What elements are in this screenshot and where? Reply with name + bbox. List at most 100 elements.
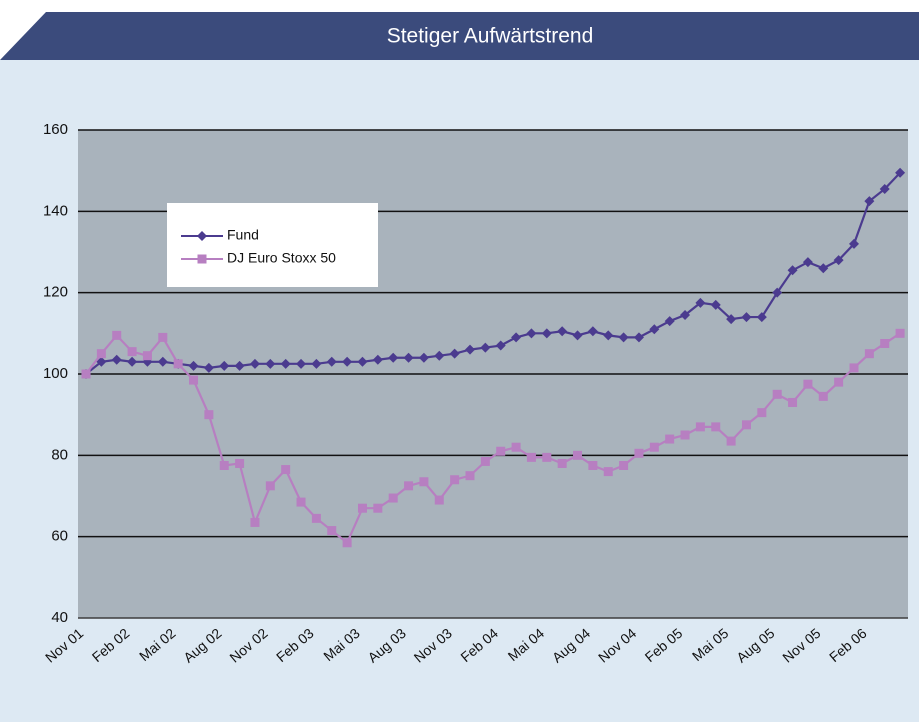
data-point — [511, 332, 522, 343]
data-point — [619, 461, 629, 470]
data-point — [895, 167, 906, 178]
data-point — [219, 360, 230, 371]
data-point — [234, 360, 245, 371]
data-point — [649, 442, 659, 452]
data-point — [895, 328, 905, 338]
data-point — [357, 503, 367, 513]
legend-box — [167, 203, 378, 287]
data-point — [480, 342, 491, 353]
data-point — [833, 255, 844, 266]
data-point — [557, 458, 567, 468]
data-point — [880, 339, 890, 348]
data-point — [326, 356, 337, 367]
data-point — [280, 358, 291, 369]
data-point — [495, 340, 506, 351]
y-tick-label: 160 — [43, 121, 68, 138]
data-point — [465, 344, 475, 355]
data-point — [265, 481, 275, 491]
data-point — [680, 430, 690, 440]
data-point — [450, 475, 460, 485]
data-point — [419, 477, 429, 487]
data-point — [864, 196, 875, 207]
data-point — [834, 377, 844, 387]
data-point — [756, 312, 767, 323]
data-point — [342, 538, 352, 548]
data-point — [710, 299, 721, 310]
data-point — [634, 448, 644, 458]
data-point — [726, 314, 737, 325]
y-tick-label: 40 — [51, 609, 68, 626]
data-point — [465, 471, 475, 481]
data-point — [157, 356, 168, 367]
data-point — [249, 358, 260, 369]
y-tick-label: 60 — [51, 528, 68, 545]
data-point — [573, 450, 583, 460]
data-point — [403, 352, 414, 363]
data-point — [127, 356, 138, 367]
data-point — [664, 316, 675, 327]
data-point — [587, 326, 598, 337]
data-point — [788, 397, 798, 407]
data-point — [112, 330, 122, 340]
data-point — [849, 238, 859, 249]
data-point — [741, 312, 752, 323]
data-point — [802, 257, 813, 268]
data-point — [526, 452, 536, 462]
data-point — [357, 356, 368, 367]
data-point — [603, 467, 613, 477]
data-point — [665, 434, 675, 444]
legend-marker — [197, 254, 207, 264]
data-point — [311, 358, 322, 369]
data-point — [189, 375, 199, 385]
data-point — [649, 324, 660, 335]
data-point — [603, 330, 614, 341]
data-point — [572, 330, 583, 341]
data-point — [511, 442, 521, 452]
legend-marker — [197, 231, 207, 241]
data-point — [311, 513, 321, 523]
data-point — [142, 351, 152, 361]
data-point — [281, 465, 291, 475]
data-point — [434, 495, 444, 505]
data-point — [327, 526, 337, 536]
data-point — [81, 369, 91, 379]
data-point — [219, 461, 229, 470]
data-point — [265, 358, 276, 369]
data-point — [818, 263, 829, 274]
data-point — [111, 354, 122, 365]
y-tick-label: 100 — [43, 365, 68, 382]
data-point — [296, 358, 307, 369]
data-point — [557, 326, 568, 337]
legend-label: Fund — [227, 227, 259, 243]
y-tick-label: 120 — [43, 284, 68, 301]
data-point — [541, 328, 552, 339]
data-point — [388, 352, 399, 363]
data-point — [173, 359, 183, 369]
data-point — [726, 436, 736, 446]
data-point — [373, 503, 383, 513]
data-point — [864, 349, 874, 359]
data-point — [404, 481, 414, 491]
data-point — [434, 350, 445, 361]
y-tick-label: 140 — [43, 202, 68, 219]
data-point — [250, 517, 260, 527]
data-point — [235, 458, 245, 468]
chart-title: Stetiger Aufwärtstrend — [387, 25, 594, 48]
data-point — [787, 265, 798, 276]
data-point — [372, 354, 383, 365]
data-point — [296, 497, 306, 507]
data-point — [480, 456, 490, 466]
data-point — [695, 422, 705, 432]
data-point — [803, 379, 813, 389]
data-point — [772, 287, 783, 298]
data-point — [879, 183, 890, 194]
data-point — [757, 408, 767, 418]
data-point — [542, 452, 552, 462]
data-point — [203, 362, 214, 373]
data-point — [449, 348, 460, 359]
data-point — [158, 332, 168, 342]
data-point — [849, 363, 859, 373]
data-point — [418, 352, 429, 363]
